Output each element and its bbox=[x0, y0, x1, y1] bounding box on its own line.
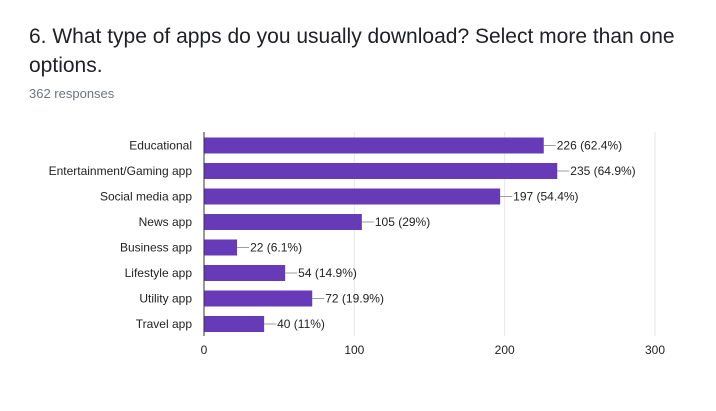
bar bbox=[204, 316, 265, 332]
bar bbox=[204, 290, 313, 307]
category-label: Travel app bbox=[136, 317, 193, 331]
data-label: 235 (64.9%) bbox=[570, 164, 635, 178]
bar bbox=[204, 188, 501, 205]
category-label: News app bbox=[139, 215, 193, 229]
x-tick-label-100: 100 bbox=[344, 343, 364, 357]
x-tick-label-0: 0 bbox=[201, 343, 208, 357]
bar bbox=[204, 214, 362, 230]
bar bbox=[204, 137, 544, 154]
data-label: 72 (19.9%) bbox=[325, 292, 384, 306]
question-title: 6. What type of apps do you usually down… bbox=[29, 25, 675, 77]
data-label: 54 (14.9%) bbox=[298, 266, 357, 280]
data-label: 22 (6.1%) bbox=[250, 241, 302, 255]
category-label: Utility app bbox=[139, 292, 192, 306]
category-label: Educational bbox=[129, 139, 192, 153]
data-label: 197 (54.4%) bbox=[513, 190, 578, 204]
data-label: 40 (11%) bbox=[277, 317, 325, 331]
x-tick-label-300: 300 bbox=[645, 343, 665, 357]
data-label: 105 (29%) bbox=[375, 215, 430, 229]
bar bbox=[204, 163, 558, 179]
category-label: Business app bbox=[120, 241, 192, 255]
category-label: Lifestyle app bbox=[125, 266, 193, 280]
response-count: 362 responses bbox=[29, 86, 115, 101]
bar bbox=[204, 265, 286, 281]
x-tick-label-200: 200 bbox=[495, 343, 515, 357]
data-label: 226 (62.4%) bbox=[557, 139, 622, 153]
bar bbox=[204, 239, 238, 256]
category-label: Entertainment/Gaming app bbox=[49, 164, 193, 178]
category-label: Social media app bbox=[100, 190, 192, 204]
